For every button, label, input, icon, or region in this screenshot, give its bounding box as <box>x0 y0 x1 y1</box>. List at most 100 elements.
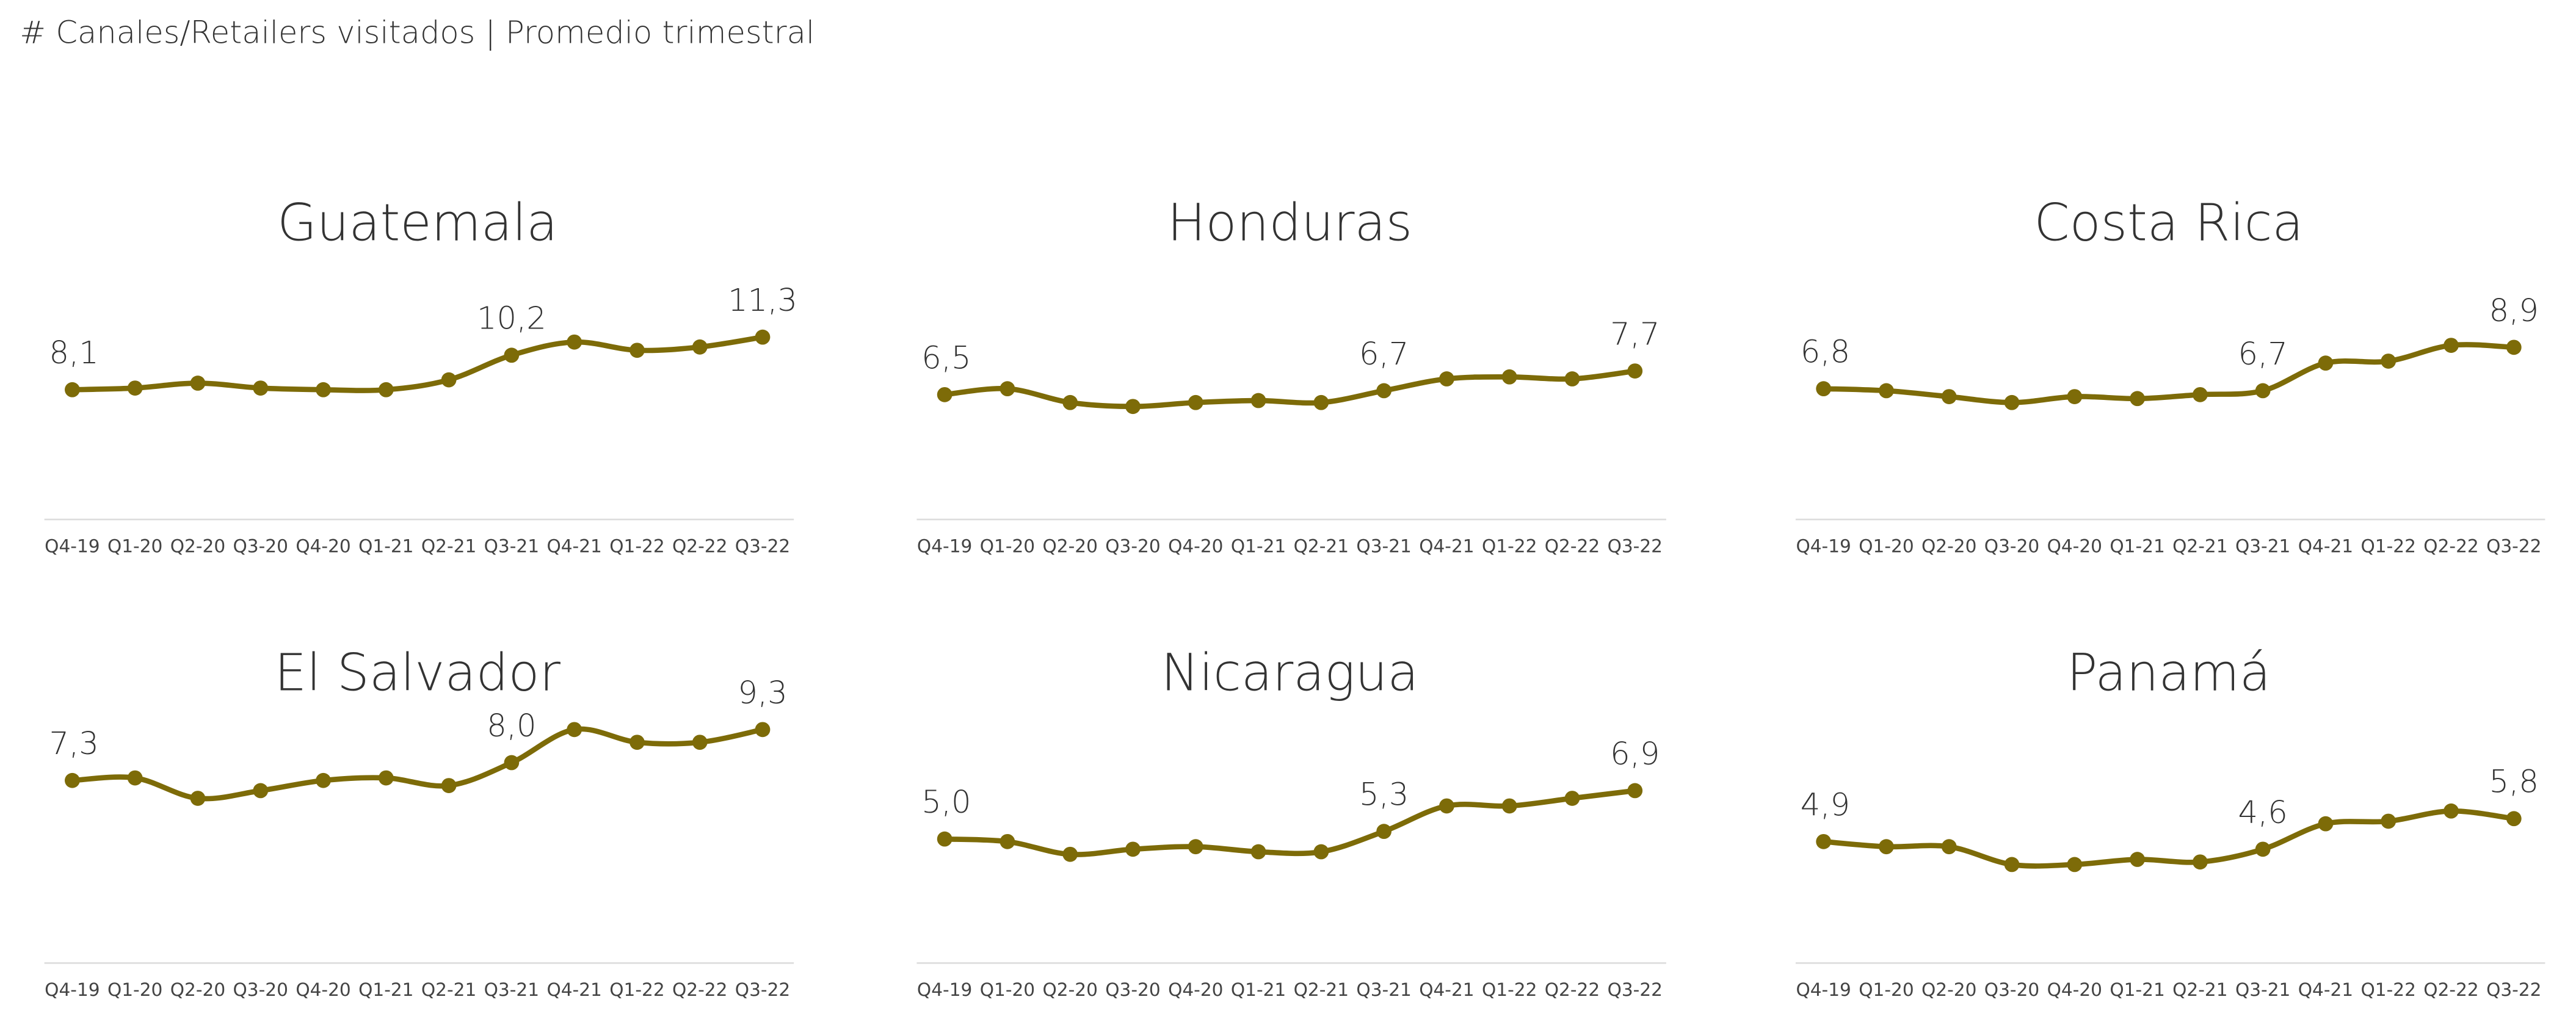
point <box>1250 844 1266 860</box>
x-tick-label: Q3-20 <box>1984 536 2039 557</box>
point <box>2506 811 2522 827</box>
chart-title: Panamá <box>2067 644 2271 703</box>
point <box>2318 816 2334 832</box>
point <box>755 722 771 738</box>
x-tick-label: Q2-22 <box>672 979 727 1000</box>
point <box>1439 371 1454 386</box>
x-tick-label: Q4-19 <box>1796 979 1851 1000</box>
chart-title: Guatemala <box>277 193 557 252</box>
x-tick-label: Q4-21 <box>546 536 601 557</box>
x-tick-label: Q1-22 <box>2361 536 2416 557</box>
x-tick-label: Q2-20 <box>170 536 225 557</box>
x-tick-label: Q4-20 <box>1168 979 1223 1000</box>
point <box>2130 391 2145 407</box>
point <box>1188 394 1203 410</box>
x-tick-label: Q1-22 <box>1482 979 1537 1000</box>
line <box>72 726 763 802</box>
x-tick-label: Q4-20 <box>2047 536 2102 557</box>
x-tick-label: Q4-21 <box>1419 979 1474 1000</box>
point <box>1816 381 1832 397</box>
x-tick-label: Q4-20 <box>296 979 350 1000</box>
value-label: 11,3 <box>728 283 797 319</box>
x-tick-label: Q3-21 <box>484 536 539 557</box>
point <box>1627 363 1643 379</box>
x-tick-label: Q1-20 <box>107 979 162 1000</box>
point <box>2004 857 2020 873</box>
point <box>253 783 269 799</box>
point <box>1000 381 1015 397</box>
point <box>2444 803 2459 819</box>
x-tick-label: Q1-22 <box>1482 536 1537 557</box>
x-tick-label: Q1-21 <box>2110 536 2164 557</box>
point <box>1816 833 1832 849</box>
line <box>1823 808 2514 869</box>
point <box>567 334 582 350</box>
point <box>190 791 206 806</box>
point <box>2004 394 2020 410</box>
x-tick-label: Q1-20 <box>107 536 162 557</box>
point <box>937 386 952 402</box>
x-tick-label: Q3-22 <box>735 536 790 557</box>
chart-title: Nicaragua <box>1161 644 1418 703</box>
point <box>1313 844 1329 860</box>
point <box>567 722 582 738</box>
point <box>316 772 331 788</box>
x-tick-label: Q1-22 <box>609 979 664 1000</box>
value-label: 8,1 <box>49 335 98 371</box>
x-tick-label: Q4-20 <box>2047 979 2102 1000</box>
point <box>2255 841 2271 857</box>
point <box>1941 839 1957 855</box>
point <box>937 831 952 847</box>
x-tick-label: Q2-22 <box>1545 536 1600 557</box>
point <box>316 382 331 397</box>
point <box>755 329 771 345</box>
point <box>2318 355 2334 371</box>
point <box>1062 846 1078 862</box>
x-tick-label: Q4-19 <box>45 979 100 1000</box>
x-tick-label: Q3-22 <box>1608 536 1663 557</box>
x-tick-label: Q1-20 <box>980 536 1035 557</box>
point <box>1564 791 1580 806</box>
line <box>944 788 1636 857</box>
point <box>378 770 394 786</box>
point <box>190 376 206 391</box>
point <box>2381 354 2396 369</box>
x-tick-label: Q4-21 <box>2298 979 2353 1000</box>
x-tick-label: Q1-20 <box>1859 536 1914 557</box>
x-tick-label: Q1-21 <box>358 979 413 1000</box>
value-label: 5,3 <box>1359 777 1409 813</box>
point <box>1627 783 1643 799</box>
point <box>504 347 520 363</box>
point <box>65 772 80 788</box>
value-label: 4,9 <box>1801 787 1850 823</box>
value-label: 5,0 <box>921 785 971 821</box>
point <box>2192 854 2208 870</box>
x-tick-label: Q4-19 <box>917 536 972 557</box>
point <box>127 770 143 786</box>
x-tick-label: Q2-20 <box>170 979 225 1000</box>
x-tick-label: Q4-19 <box>45 536 100 557</box>
value-label: 5,8 <box>2489 764 2539 800</box>
x-tick-label: Q2-20 <box>1043 536 1098 557</box>
point <box>1564 371 1580 386</box>
value-label: 7,7 <box>1610 317 1660 353</box>
line <box>1823 342 2514 405</box>
x-tick-label: Q1-22 <box>609 536 664 557</box>
point <box>127 380 143 396</box>
point <box>1125 399 1141 415</box>
point <box>1439 798 1454 814</box>
x-tick-label: Q2-22 <box>2423 979 2478 1000</box>
point <box>1501 798 1517 814</box>
point <box>1125 841 1141 857</box>
x-tick-label: Q2-21 <box>421 979 476 1000</box>
point <box>1250 393 1266 408</box>
point <box>65 382 80 397</box>
x-tick-label: Q4-21 <box>1419 536 1474 557</box>
point <box>692 735 708 750</box>
point <box>1501 369 1517 385</box>
x-tick-label: Q4-20 <box>1168 536 1223 557</box>
x-tick-label: Q3-22 <box>2486 979 2541 1000</box>
x-tick-label: Q3-20 <box>1984 979 2039 1000</box>
x-tick-label: Q3-21 <box>2235 979 2290 1000</box>
